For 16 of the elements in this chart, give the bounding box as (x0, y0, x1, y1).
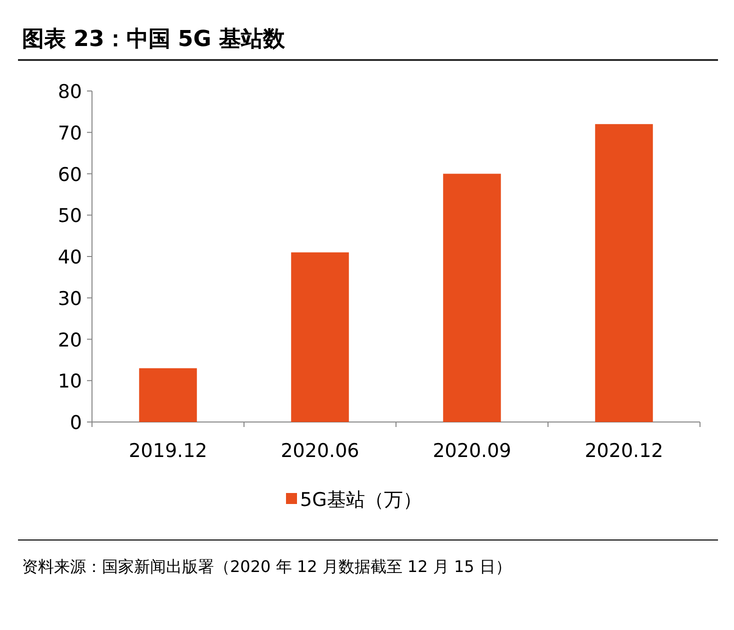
y-tick-label: 30 (58, 288, 82, 310)
text: 资料来源：国家新闻出版署（2020 年 12 月数据截至 12 月 15 日） (22, 557, 512, 576)
y-tick-label: 50 (58, 205, 82, 228)
y-tick-label: 0 (70, 412, 82, 434)
y-tick-label: 80 (58, 81, 82, 103)
y-tick-label: 70 (58, 122, 82, 144)
x-tick-label: 2020.09 (432, 440, 512, 462)
title: 图表 23：中国 5G 基站数 (22, 27, 285, 52)
x-tick-label: 2020.06 (280, 440, 360, 462)
y-tick-label: 10 (58, 370, 82, 393)
x-tick-label: 2019.12 (128, 440, 208, 462)
y-tick-label: 20 (58, 329, 82, 352)
legend-label: 5G基站（万） (300, 489, 422, 511)
x-tick-label: 2020.12 (584, 440, 664, 462)
y-tick-label: 40 (58, 246, 82, 268)
y-tick-label: 60 (58, 164, 82, 186)
